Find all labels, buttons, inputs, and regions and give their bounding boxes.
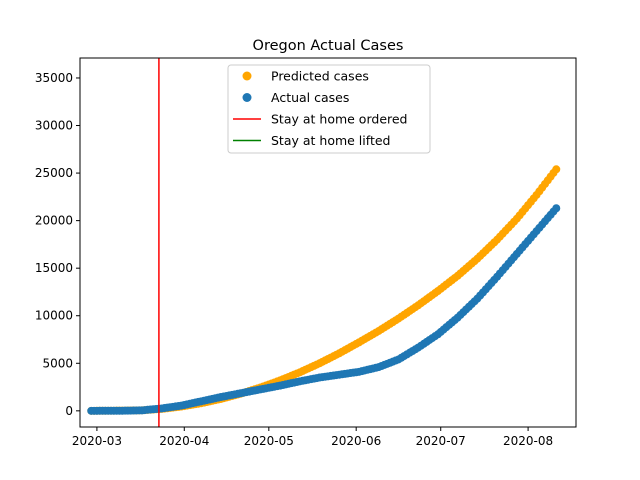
series-layer — [87, 58, 561, 427]
legend-item: Predicted cases — [242, 69, 369, 84]
legend-label: Actual cases — [271, 90, 349, 105]
data-point — [552, 204, 561, 213]
legend-item: Actual cases — [242, 90, 349, 105]
legend-marker — [242, 71, 252, 81]
x-tick-label: 2020-06 — [331, 434, 381, 448]
y-tick-label: 20000 — [35, 214, 73, 228]
y-tick-label: 30000 — [35, 119, 73, 133]
x-tick-label: 2020-03 — [72, 434, 122, 448]
x-tick-label: 2020-08 — [503, 434, 553, 448]
legend-label: Stay at home ordered — [271, 112, 408, 127]
legend-item: Stay at home lifted — [233, 133, 390, 148]
y-tick-label: 15000 — [35, 261, 73, 275]
y-tick-label: 5000 — [42, 356, 73, 370]
legend-label: Predicted cases — [271, 69, 369, 84]
data-point — [552, 165, 561, 174]
chart-title: Oregon Actual Cases — [253, 38, 404, 54]
x-tick-label: 2020-05 — [244, 434, 294, 448]
y-tick-label: 10000 — [35, 309, 73, 323]
axes-frame — [79, 57, 577, 428]
y-tick-label: 35000 — [35, 71, 73, 85]
legend: Predicted cases Actual cases Stay at home … — [227, 64, 431, 154]
legend-item: Stay at home ordered — [233, 112, 408, 127]
axes-layer: 2020-03 2020-04 2020-05 2020-06 2020-07 2020-… — [35, 57, 577, 448]
series-actual-cases — [87, 204, 561, 415]
legend-box — [227, 64, 431, 154]
legend-label: Stay at home lifted — [271, 133, 390, 148]
y-tick-label: 25000 — [35, 166, 73, 180]
x-tick-label: 2020-07 — [416, 434, 466, 448]
legend-marker — [242, 93, 252, 102]
x-tick-label: 2020-04 — [159, 434, 209, 448]
y-tick-label: 0 — [65, 404, 73, 418]
